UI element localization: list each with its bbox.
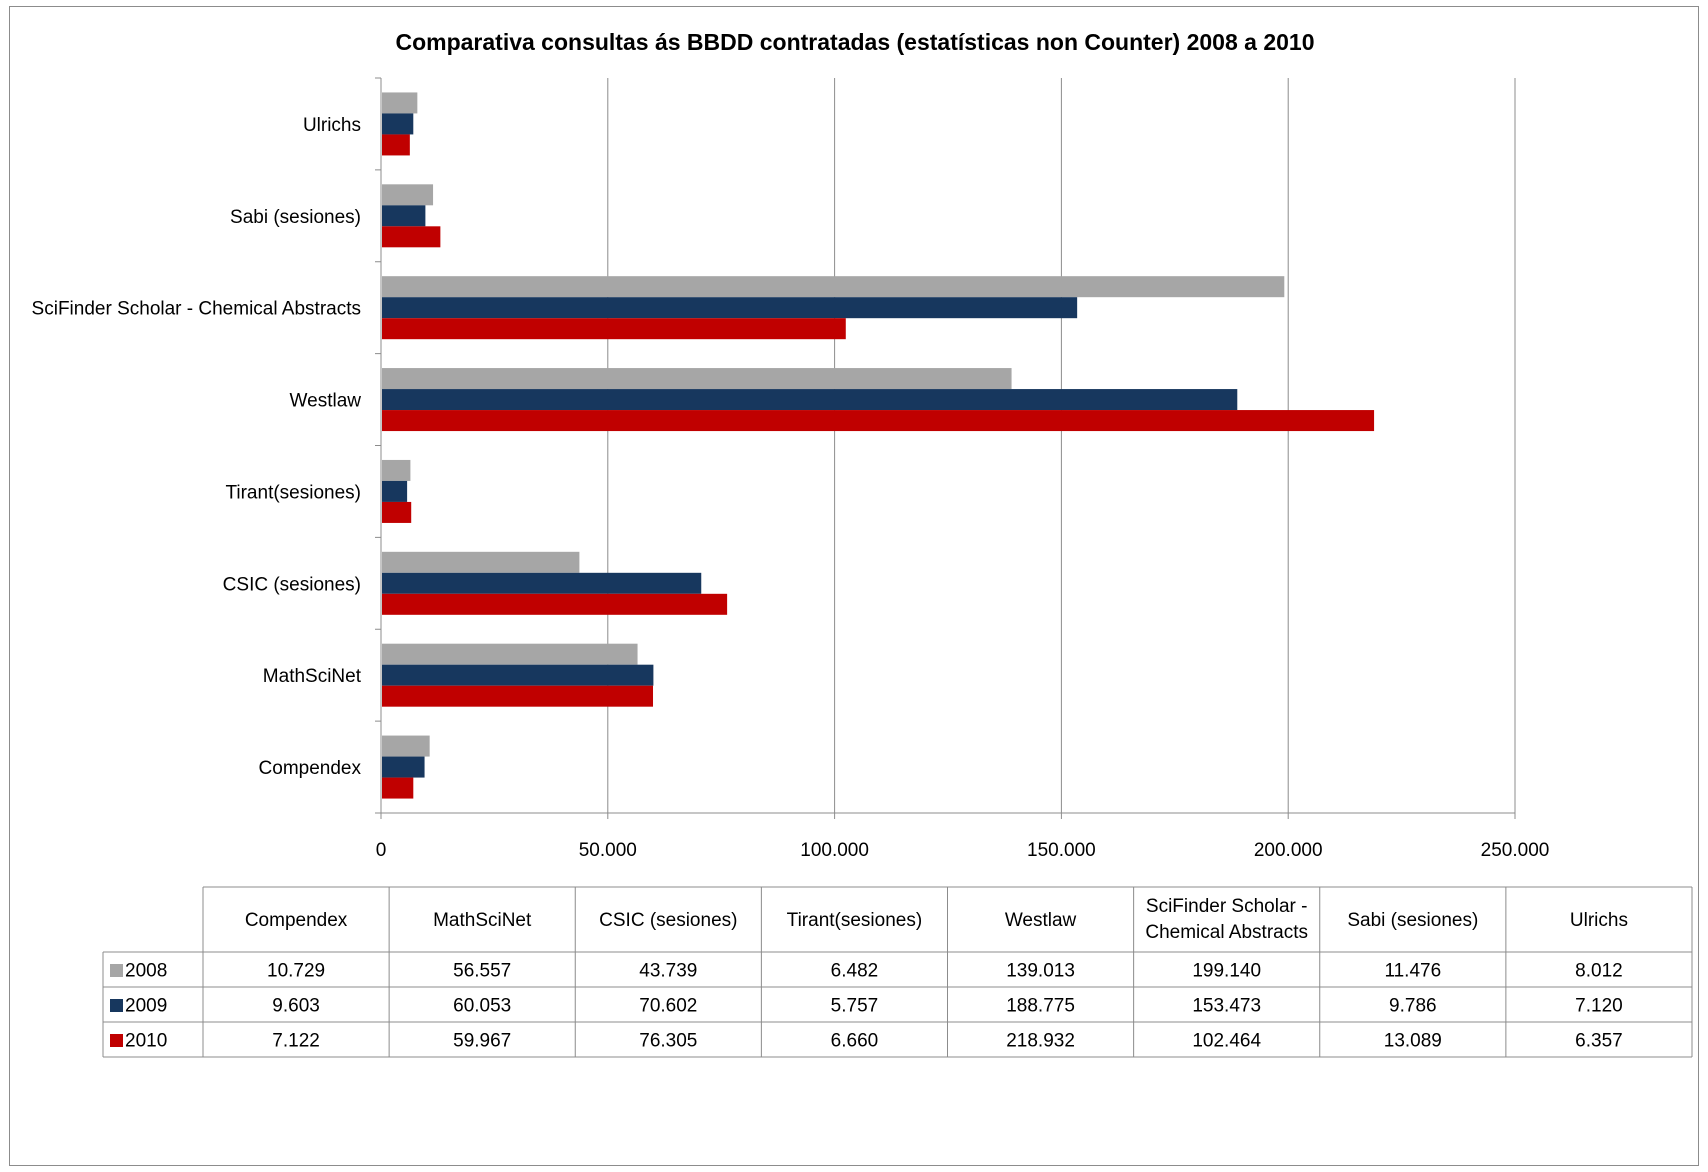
- legend-swatch-2010: [110, 1034, 123, 1047]
- chart-frame: Comparativa consultas ás BBDD contratada…: [9, 6, 1699, 1166]
- legend-label-2009: 2009: [125, 996, 167, 1017]
- table-header-compendex: Compendex: [245, 910, 348, 931]
- bar-csic-sesiones-2009: [382, 572, 702, 594]
- table-cell-2008-westlaw: 139.013: [1006, 961, 1075, 982]
- bar-compendex-2010: [382, 777, 414, 799]
- category-label-sabi-sesiones: Sabi (sesiones): [230, 207, 361, 228]
- legend-label-2010: 2010: [125, 1031, 167, 1052]
- category-label-csic-sesiones: CSIC (sesiones): [223, 574, 361, 595]
- category-label-mathscinet: MathSciNet: [263, 666, 362, 687]
- category-label-tirant-sesiones: Tirant(sesiones): [225, 482, 361, 503]
- table-header-scifinder-scholar-chemical-abstracts: SciFinder Scholar -Chemical Abstracts: [1145, 896, 1308, 943]
- bar-westlaw-2010: [382, 410, 1375, 432]
- table-cell-2008-compendex: 10.729: [267, 961, 325, 982]
- category-label-scifinder-scholar-chemical-abstracts: SciFinder Scholar - Chemical Abstracts: [32, 299, 361, 320]
- table-cell-2008-mathscinet: 56.557: [453, 961, 511, 982]
- table-cell-2008-sabi-sesiones: 11.476: [1384, 961, 1441, 982]
- bar-westlaw-2008: [382, 368, 1012, 390]
- table-header-ulrichs: Ulrichs: [1570, 910, 1628, 931]
- bar-csic-sesiones-2008: [382, 551, 580, 573]
- table-cell-2008-csic-sesiones: 43.739: [639, 961, 697, 982]
- bar-sabi-sesiones-2009: [382, 205, 426, 227]
- bar-westlaw-2009: [382, 389, 1238, 411]
- table-cell-2010-tirant-sesiones: 6.660: [831, 1031, 879, 1052]
- table-header-mathscinet: MathSciNet: [433, 910, 532, 931]
- table-header-westlaw: Westlaw: [1005, 910, 1077, 931]
- bar-scifinder-scholar-chemical-abstracts-2010: [382, 318, 846, 340]
- table-header-sabi-sesiones: Sabi (sesiones): [1347, 910, 1478, 931]
- table-cell-2010-compendex: 7.122: [272, 1031, 320, 1052]
- table-cell-2008-tirant-sesiones: 6.482: [831, 961, 879, 982]
- bar-compendex-2009: [382, 756, 425, 778]
- category-label-compendex: Compendex: [259, 758, 362, 779]
- chart-title: Comparativa consultas ás BBDD contratada…: [395, 29, 1314, 55]
- legend-swatch-2009: [110, 999, 123, 1012]
- bar-scifinder-scholar-chemical-abstracts-2008: [382, 276, 1285, 298]
- bar-mathscinet-2009: [382, 664, 654, 686]
- axis-layer: 0 50.000 100.000 150.000 200.000 250.000 Compe…: [32, 77, 1550, 861]
- x-tick-label: 200.000: [1254, 840, 1323, 861]
- bar-csic-sesiones-2010: [382, 593, 728, 615]
- table-cell-2009-ulrichs: 7.120: [1575, 996, 1623, 1017]
- category-label-westlaw: Westlaw: [290, 391, 362, 412]
- table-cell-2010-csic-sesiones: 76.305: [639, 1031, 697, 1052]
- table-cell-2009-westlaw: 188.775: [1006, 996, 1075, 1017]
- bar-sabi-sesiones-2008: [382, 184, 434, 206]
- x-tick-label: 250.000: [1481, 840, 1550, 861]
- table-cell-2010-westlaw: 218.932: [1006, 1031, 1075, 1052]
- grid-layer: [607, 78, 1516, 813]
- x-tick-label: 0: [376, 840, 387, 861]
- table-cell-2010-scifinder-scholar-chemical-abstracts: 102.464: [1192, 1031, 1261, 1052]
- bar-layer: [382, 92, 1375, 799]
- table-header-tirant-sesiones: Tirant(sesiones): [787, 910, 923, 931]
- x-tick-label: 50.000: [579, 840, 637, 861]
- x-tick-label: 100.000: [800, 840, 869, 861]
- table-cell-2009-sabi-sesiones: 9.786: [1389, 996, 1437, 1017]
- table-cell-2009-tirant-sesiones: 5.757: [831, 996, 879, 1017]
- bar-scifinder-scholar-chemical-abstracts-2009: [382, 297, 1078, 319]
- category-label-ulrichs: Ulrichs: [303, 115, 361, 136]
- table-cell-2009-compendex: 9.603: [272, 996, 320, 1017]
- bar-mathscinet-2010: [382, 685, 654, 707]
- legend-swatch-2008: [110, 964, 123, 977]
- table-header-csic-sesiones: CSIC (sesiones): [599, 910, 737, 931]
- bar-ulrichs-2008: [382, 92, 418, 114]
- legend-label-2008: 2008: [125, 961, 167, 982]
- table-cell-2008-ulrichs: 8.012: [1575, 961, 1623, 982]
- table-cell-2010-mathscinet: 59.967: [453, 1031, 511, 1052]
- bar-compendex-2008: [382, 735, 430, 757]
- chart-svg: Comparativa consultas ás BBDD contratada…: [32, 29, 1693, 1058]
- table-cell-2009-mathscinet: 60.053: [453, 996, 511, 1017]
- table-cell-2010-sabi-sesiones: 13.089: [1384, 1031, 1442, 1052]
- bar-sabi-sesiones-2010: [382, 226, 441, 248]
- bar-ulrichs-2010: [382, 134, 410, 156]
- bar-tirant-sesiones-2008: [382, 459, 411, 481]
- table-cell-2009-csic-sesiones: 70.602: [639, 996, 697, 1017]
- bar-ulrichs-2009: [382, 113, 414, 135]
- bar-mathscinet-2008: [382, 643, 638, 665]
- bar-tirant-sesiones-2010: [382, 501, 412, 523]
- table-cell-2008-scifinder-scholar-chemical-abstracts: 199.140: [1192, 961, 1261, 982]
- bar-tirant-sesiones-2009: [382, 480, 408, 502]
- data-table: Compendex MathSciNet CSIC (sesiones) Tirant…: [102, 886, 1693, 1058]
- x-tick-label: 150.000: [1027, 840, 1096, 861]
- table-cell-2009-scifinder-scholar-chemical-abstracts: 153.473: [1192, 996, 1261, 1017]
- table-cell-2010-ulrichs: 6.357: [1575, 1031, 1623, 1052]
